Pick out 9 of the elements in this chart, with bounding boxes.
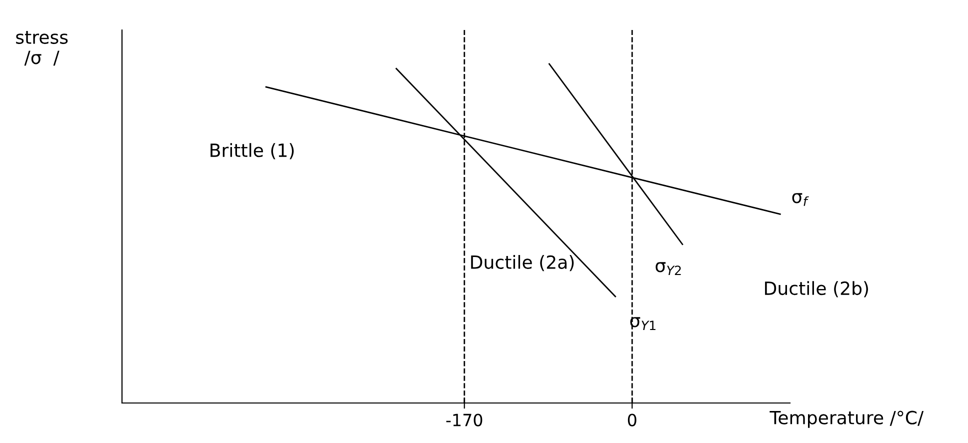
- annotation: Ductile (2b): [765, 281, 868, 298]
- y-axis-title: stress /σ /: [16, 31, 68, 66]
- series-label: σ$_{f}$: [792, 193, 809, 206]
- series-label: σ$_{Y2}$: [656, 262, 681, 275]
- x-tick-label: 0: [628, 414, 636, 426]
- x-tick-label: -170: [446, 414, 482, 426]
- x-axis-title: Temperature /°C/: [770, 410, 924, 428]
- annotation: Ductile (2a): [471, 255, 574, 272]
- annotation: Brittle (1): [210, 143, 294, 160]
